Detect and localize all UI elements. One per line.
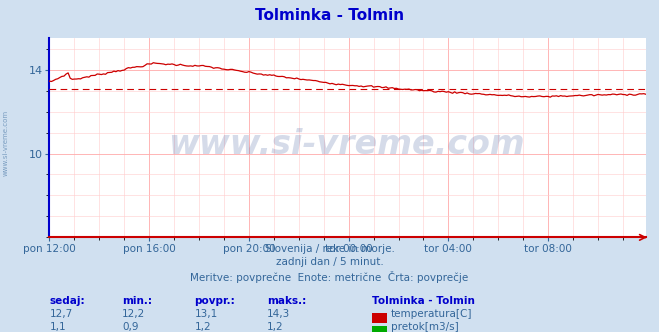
Text: 1,2: 1,2 — [267, 322, 283, 332]
Text: pretok[m3/s]: pretok[m3/s] — [391, 322, 459, 332]
Text: www.si-vreme.com: www.si-vreme.com — [2, 110, 9, 176]
Text: 12,7: 12,7 — [49, 309, 72, 319]
Text: 0,9: 0,9 — [122, 322, 138, 332]
Text: Slovenija / reke in morje.: Slovenija / reke in morje. — [264, 244, 395, 254]
Text: www.si-vreme.com: www.si-vreme.com — [167, 128, 525, 161]
Text: sedaj:: sedaj: — [49, 296, 85, 306]
Text: maks.:: maks.: — [267, 296, 306, 306]
Text: 13,1: 13,1 — [194, 309, 217, 319]
Text: Meritve: povprečne  Enote: metrične  Črta: povprečje: Meritve: povprečne Enote: metrične Črta:… — [190, 271, 469, 283]
Text: temperatura[C]: temperatura[C] — [391, 309, 473, 319]
Text: Tolminka - Tolmin: Tolminka - Tolmin — [255, 8, 404, 23]
Text: min.:: min.: — [122, 296, 152, 306]
Text: 12,2: 12,2 — [122, 309, 145, 319]
Text: 1,2: 1,2 — [194, 322, 211, 332]
Text: Tolminka - Tolmin: Tolminka - Tolmin — [372, 296, 475, 306]
Text: povpr.:: povpr.: — [194, 296, 235, 306]
Text: 14,3: 14,3 — [267, 309, 290, 319]
Text: zadnji dan / 5 minut.: zadnji dan / 5 minut. — [275, 257, 384, 267]
Text: 1,1: 1,1 — [49, 322, 66, 332]
